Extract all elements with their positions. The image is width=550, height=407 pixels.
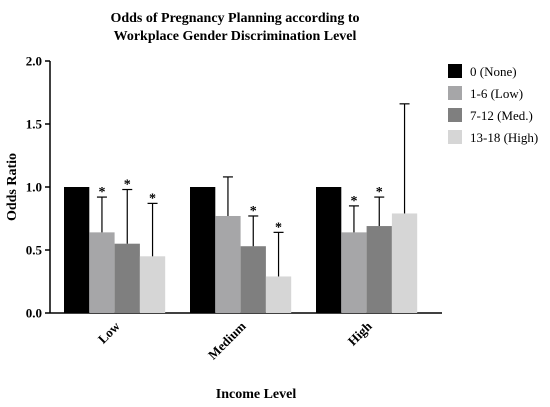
significance-marker: * (250, 204, 257, 219)
y-tick-label: 0.0 (26, 306, 42, 321)
y-tick-label: 0.5 (26, 243, 43, 258)
x-tick-label: Medium (205, 318, 249, 362)
y-tick-label: 1.5 (26, 117, 43, 132)
bar (190, 187, 216, 313)
bar (341, 232, 367, 313)
bar (215, 215, 241, 313)
y-tick-label: 2.0 (26, 54, 42, 69)
legend-label: 0 (None) (470, 64, 517, 79)
significance-marker: * (124, 178, 131, 193)
chart-title-line-2: Workplace Gender Discrimination Level (114, 29, 357, 44)
legend-swatch (448, 130, 462, 144)
legend-label: 13-18 (High) (470, 130, 538, 145)
bar (391, 213, 418, 313)
plot-area: 0.0 0.5 1.0 1.5 2.0 * * * Low * * Medium * * High (26, 54, 442, 362)
significance-marker: * (376, 185, 383, 200)
x-tick-label: Low (95, 318, 123, 346)
bar (89, 232, 115, 313)
y-tick-label: 1.0 (26, 180, 42, 195)
bar (114, 243, 140, 313)
significance-marker: * (275, 220, 282, 235)
bar (64, 187, 90, 313)
legend-swatch (448, 108, 462, 122)
legend-swatch (448, 86, 462, 100)
bar (240, 246, 266, 313)
legend-label: 1-6 (Low) (470, 86, 523, 101)
y-axis-label: Odds Ratio (5, 153, 20, 221)
bar (265, 276, 292, 313)
legend-swatch (448, 64, 462, 78)
x-axis-label: Income Level (216, 387, 297, 402)
bar (139, 256, 166, 313)
significance-marker: * (350, 194, 357, 209)
chart-title-line-1: Odds of Pregnancy Planning according to (110, 11, 359, 26)
significance-marker: * (149, 191, 156, 206)
significance-marker: * (98, 185, 105, 200)
x-tick-label: High (345, 318, 376, 349)
bar (366, 226, 392, 313)
legend: 0 (None) 1-6 (Low) 7-12 (Med.) 13-18 (High) (448, 64, 538, 145)
bar (316, 187, 342, 313)
legend-label: 7-12 (Med.) (470, 108, 533, 123)
